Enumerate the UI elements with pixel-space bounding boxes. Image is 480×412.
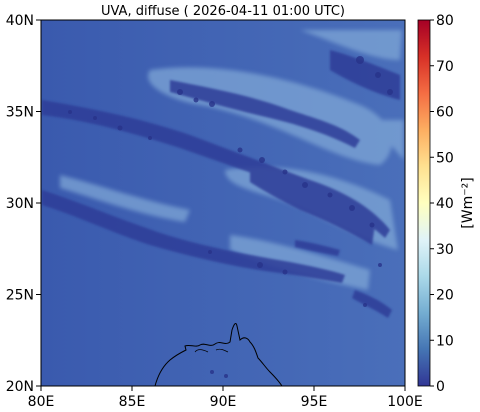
- x-tick-label: 90E: [210, 394, 237, 410]
- x-tick-label: 80E: [28, 394, 55, 410]
- y-tick-label: 20N: [6, 379, 34, 395]
- y-tick-label: 30N: [6, 196, 34, 212]
- coastline-detail: [194, 348, 229, 353]
- colorbar-tick-label: 40: [436, 196, 454, 212]
- y-tick-label: 40N: [6, 13, 34, 29]
- cloud-specks: [68, 56, 393, 378]
- colorbar-label: [Wm⁻²]: [460, 177, 476, 228]
- colorbar-tick-label: 80: [436, 13, 454, 29]
- colorbar-tick-label: 10: [436, 333, 454, 349]
- map-panel: [41, 20, 405, 386]
- colorbar-tick-label: 30: [436, 242, 454, 258]
- x-tick-label: 85E: [119, 394, 146, 410]
- colorbar-tick-label: 60: [436, 105, 454, 121]
- coastline: [154, 322, 283, 386]
- x-tick-label: 95E: [301, 394, 328, 410]
- colorbar-ticks: 0 10 20 30 40 50 60 70 80: [430, 13, 454, 395]
- colorbar-tick-label: 50: [436, 150, 454, 166]
- colorbar-tick-label: 0: [436, 379, 445, 395]
- colorbar-tick-label: 70: [436, 59, 454, 75]
- colorbar: 0 10 20 30 40 50 60 70 80 [Wm⁻²]: [417, 13, 476, 395]
- map-title: UVA, diffuse ( 2026-04-11 01:00 UTC): [101, 4, 345, 19]
- x-tick-label: 100E: [387, 394, 423, 410]
- colorbar-scale: [417, 19, 431, 387]
- y-tick-label: 35N: [6, 105, 34, 121]
- y-axis: 20N 25N 30N 35N 40N: [6, 13, 41, 395]
- y-tick-label: 25N: [6, 288, 34, 304]
- dark-cloud-bands: [42, 50, 400, 318]
- x-axis: 80E 85E 90E 95E 100E: [28, 386, 423, 410]
- colorbar-tick-label: 20: [436, 288, 454, 304]
